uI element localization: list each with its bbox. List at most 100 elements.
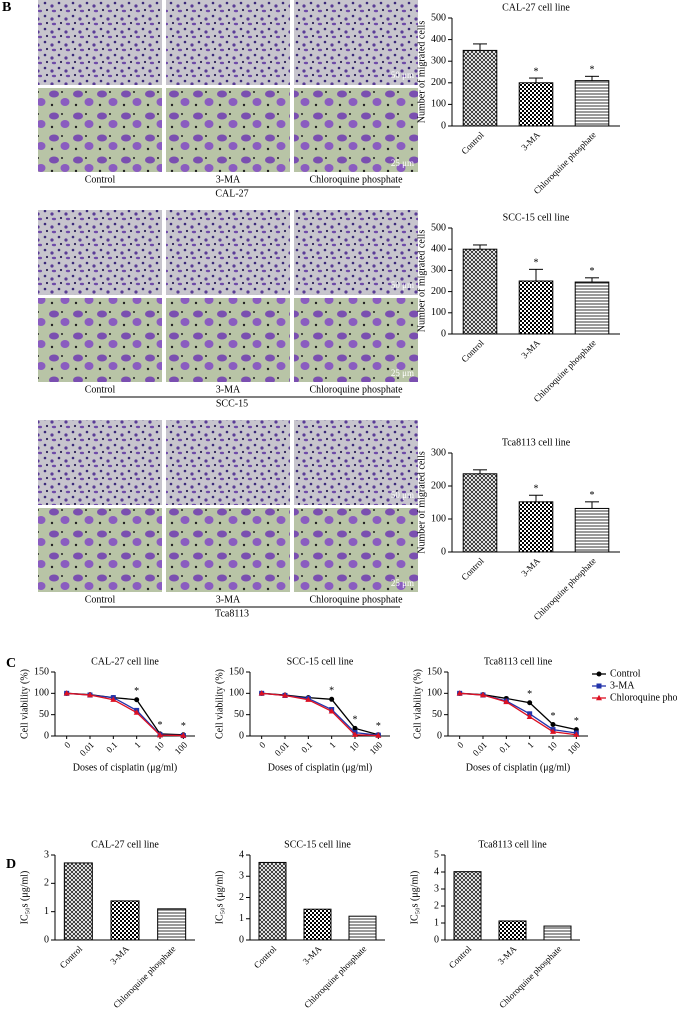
significance-mark: * [353,715,358,726]
y-tick-label: 200 [431,286,446,297]
bar [110,900,140,941]
y-tick-label: 500 [431,222,446,233]
bar [303,908,332,941]
micrograph [294,88,418,172]
chart-title: SCC-15 cell line [503,212,570,223]
series-line [261,692,379,736]
error-bar [529,494,543,502]
x-tick-label: 0 [62,739,73,750]
panel-label: B [2,0,11,15]
significance-mark: * [134,686,139,697]
bar [574,80,610,127]
y-tick-label: 150 [34,666,49,677]
y-axis-label: Cell viability (%) [19,669,30,739]
y-tick-label: 50 [432,709,442,720]
micrograph [166,420,290,505]
error-bar [585,277,599,283]
x-tick-label: Chloroquine phosphate [532,556,598,622]
micrograph [294,508,418,592]
micrograph [166,508,290,592]
y-tick-label: 1 [44,906,49,917]
chart-title: SCC-15 cell line [287,656,354,667]
marker [180,732,187,738]
bar [574,507,610,553]
x-tick-label: 0.1 [104,740,119,755]
bar [518,280,554,335]
marker [134,697,140,703]
y-tick-label: 300 [431,55,446,66]
y-tick-label: 3 [434,883,439,894]
marker [133,709,140,715]
y-tick-label: 500 [431,12,446,23]
chart-title: Tca8113 cell line [478,839,547,850]
x-tick-label: 3-MA [496,943,519,966]
column-label: 3-MA [216,174,241,185]
significance-mark: * [181,721,186,732]
y-tick-label: 200 [431,77,446,88]
marker [110,696,117,702]
y-axis-label: IC₅₀s (μg/ml) [409,871,420,925]
y-tick-label: 200 [431,480,446,491]
x-tick-label: 3-MA [519,337,542,360]
legend-label: Control [610,668,641,679]
y-axis-label: IC₅₀s (μg/ml) [214,871,225,925]
cell-line-label: CAL-27 [215,188,248,199]
y-axis-label: IC₅₀s (μg/ml) [19,871,30,925]
series-line [66,692,184,737]
bar [574,281,610,335]
marker [258,690,265,696]
micrograph [38,420,162,505]
bar [462,473,498,553]
series-line [459,692,577,734]
x-tick-label: 10 [347,739,361,753]
x-axis-label: Doses of cisplatin (μg/ml) [73,762,178,773]
marker [456,690,463,696]
y-axis-label: Number of migrated cells [416,21,427,124]
error-bar [529,268,543,281]
bar [258,861,287,941]
marker [596,683,602,689]
bar [453,871,482,941]
cell-line-label: Tca8113 [215,608,249,619]
significance-mark: * [590,266,595,277]
cell-line-label: SCC-15 [216,398,248,409]
x-tick-label: Control [252,943,279,970]
y-tick-label: 100 [431,307,446,318]
error-bar [585,75,599,81]
micrograph [38,298,162,382]
scale-bar-label: 50 μm [391,70,414,80]
y-tick-label: 0 [441,546,446,557]
y-tick-label: 4 [434,866,439,877]
y-axis-label: Number of migrated cells [416,230,427,333]
x-tick-label: 0 [455,739,466,750]
significance-mark: * [590,65,595,76]
significance-mark: * [551,711,556,722]
bar [462,49,498,127]
marker [550,721,556,727]
x-axis-label: Doses of cisplatin (μg/ml) [466,762,571,773]
scale-bar-label: 25 μm [391,368,414,378]
bar [498,920,527,941]
significance-mark: * [534,484,539,495]
marker [573,731,580,737]
micrograph [38,0,162,85]
column-label: Chloroquine phosphate [309,594,403,605]
x-tick-label: Control [459,555,486,582]
significance-mark: * [534,258,539,269]
scale-bar-label: 25 μm [391,578,414,588]
series-line [66,692,184,736]
y-tick-label: 400 [431,243,446,254]
y-tick-label: 3 [44,849,49,860]
x-tick-label: 3-MA [108,943,131,966]
series-line [66,692,184,737]
y-tick-label: 100 [34,688,49,699]
chart-title: SCC-15 cell line [284,839,351,850]
marker [352,731,358,737]
marker [352,725,358,731]
micrograph [294,298,418,382]
significance-mark: * [574,716,579,727]
y-axis-label: Cell viability (%) [412,669,423,739]
x-tick-label: Control [58,943,85,970]
series-line [459,692,577,731]
panel-label: D [6,857,16,872]
